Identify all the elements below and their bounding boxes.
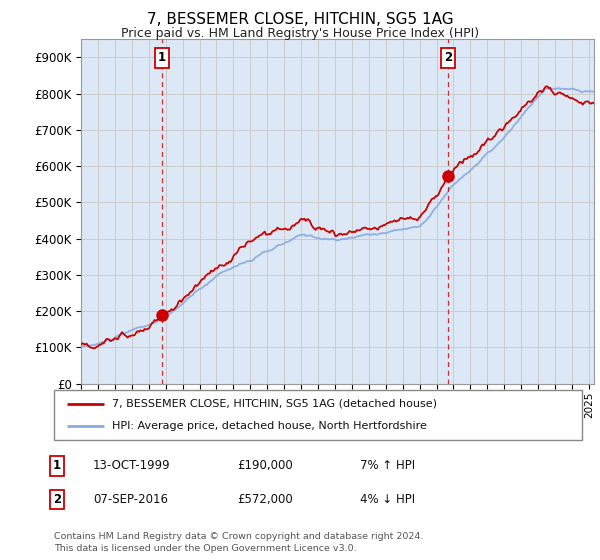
- Text: HPI: Average price, detached house, North Hertfordshire: HPI: Average price, detached house, Nort…: [112, 421, 427, 431]
- Text: 7% ↑ HPI: 7% ↑ HPI: [360, 459, 415, 473]
- Text: 1: 1: [53, 459, 61, 473]
- Text: £190,000: £190,000: [237, 459, 293, 473]
- Text: Contains HM Land Registry data © Crown copyright and database right 2024.
This d: Contains HM Land Registry data © Crown c…: [54, 533, 424, 553]
- Text: 1: 1: [158, 52, 166, 64]
- Text: 2: 2: [53, 493, 61, 506]
- FancyBboxPatch shape: [54, 390, 582, 440]
- Text: 13-OCT-1999: 13-OCT-1999: [93, 459, 170, 473]
- Text: 7, BESSEMER CLOSE, HITCHIN, SG5 1AG: 7, BESSEMER CLOSE, HITCHIN, SG5 1AG: [146, 12, 454, 27]
- Text: Price paid vs. HM Land Registry's House Price Index (HPI): Price paid vs. HM Land Registry's House …: [121, 27, 479, 40]
- Text: 7, BESSEMER CLOSE, HITCHIN, SG5 1AG (detached house): 7, BESSEMER CLOSE, HITCHIN, SG5 1AG (det…: [112, 399, 437, 409]
- Text: £572,000: £572,000: [237, 493, 293, 506]
- Text: 2: 2: [444, 52, 452, 64]
- Text: 4% ↓ HPI: 4% ↓ HPI: [360, 493, 415, 506]
- Text: 07-SEP-2016: 07-SEP-2016: [93, 493, 168, 506]
